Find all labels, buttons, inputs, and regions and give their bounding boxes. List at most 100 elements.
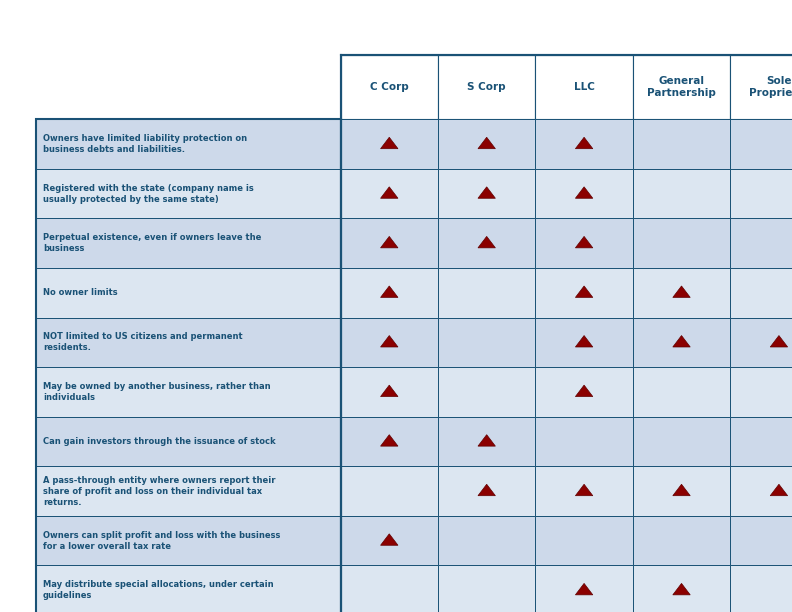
Polygon shape [478,435,496,446]
Text: S Corp: S Corp [467,82,506,92]
Bar [36,565,341,612]
Bar [633,466,730,516]
Text: Owners can split profit and loss with the business
for a lower overall tax rate: Owners can split profit and loss with th… [43,531,280,551]
Polygon shape [575,187,592,198]
Bar [633,318,730,367]
Bar [633,218,730,268]
Bar [36,55,341,119]
Polygon shape [381,236,398,248]
Polygon shape [673,335,691,347]
Bar [633,565,730,612]
Text: NOT limited to US citizens and permanent
residents.: NOT limited to US citizens and permanent… [43,332,242,353]
Polygon shape [770,335,787,347]
Bar [730,218,792,268]
Bar [341,565,438,612]
Text: May distribute special allocations, under certain
guidelines: May distribute special allocations, unde… [43,580,273,600]
Text: No owner limits: No owner limits [43,288,117,297]
Bar [438,218,535,268]
Bar [438,119,535,169]
Bar [341,516,438,565]
Polygon shape [673,583,691,595]
Polygon shape [478,484,496,496]
Bar [633,417,730,466]
Bar [36,417,341,466]
Bar [341,318,438,367]
Bar [535,565,633,612]
Bar [730,268,792,318]
Bar [438,516,535,565]
Bar [438,466,535,516]
Bar [535,516,633,565]
Polygon shape [673,484,691,496]
Bar [341,55,438,119]
Polygon shape [478,137,496,149]
Bar [36,218,341,268]
Bar [341,367,438,417]
Polygon shape [381,335,398,347]
Bar [36,119,341,169]
Bar [633,268,730,318]
Text: C Corp: C Corp [370,82,409,92]
Bar [341,268,438,318]
Polygon shape [673,286,691,297]
Bar [535,218,633,268]
Bar [730,367,792,417]
Polygon shape [575,335,592,347]
Polygon shape [381,187,398,198]
Bar [730,169,792,218]
Polygon shape [381,435,398,446]
Polygon shape [575,385,592,397]
Polygon shape [381,137,398,149]
Polygon shape [575,236,592,248]
Bar [730,516,792,565]
Bar [633,516,730,565]
Bar [730,55,792,119]
Bar [341,417,438,466]
Bar [633,169,730,218]
Text: Sole
Proprietor: Sole Proprietor [748,76,792,99]
Bar [341,119,438,169]
Bar [36,318,341,367]
Bar [36,268,341,318]
Bar [535,119,633,169]
Bar [535,268,633,318]
Bar [730,417,792,466]
Bar [730,119,792,169]
Bar [730,565,792,612]
Bar [633,55,730,119]
Bar [36,367,341,417]
Bar [36,516,341,565]
Bar [438,268,535,318]
Bar [438,565,535,612]
Text: May be owned by another business, rather than
individuals: May be owned by another business, rather… [43,382,270,402]
Bar [730,466,792,516]
Polygon shape [381,385,398,397]
Text: Registered with the state (company name is
usually protected by the same state): Registered with the state (company name … [43,184,253,204]
Bar [438,169,535,218]
Bar [341,466,438,516]
Polygon shape [575,583,592,595]
Bar [535,318,633,367]
Text: Perpetual existence, even if owners leave the
business: Perpetual existence, even if owners leav… [43,233,261,253]
Text: Can gain investors through the issuance of stock: Can gain investors through the issuance … [43,437,276,446]
Polygon shape [381,534,398,545]
Text: Owners have limited liability protection on
business debts and liabilities.: Owners have limited liability protection… [43,134,247,154]
Text: LLC: LLC [573,82,595,92]
Polygon shape [478,187,496,198]
Bar [438,318,535,367]
Polygon shape [575,484,592,496]
Bar [535,55,633,119]
Text: General
Partnership: General Partnership [647,76,716,99]
Bar [36,466,341,516]
Bar [36,169,341,218]
Bar [535,367,633,417]
Bar [730,318,792,367]
Bar [535,466,633,516]
Bar [535,417,633,466]
Bar [535,169,633,218]
Bar [633,367,730,417]
Bar [341,218,438,268]
Polygon shape [478,236,496,248]
Polygon shape [575,286,592,297]
Bar [438,367,535,417]
